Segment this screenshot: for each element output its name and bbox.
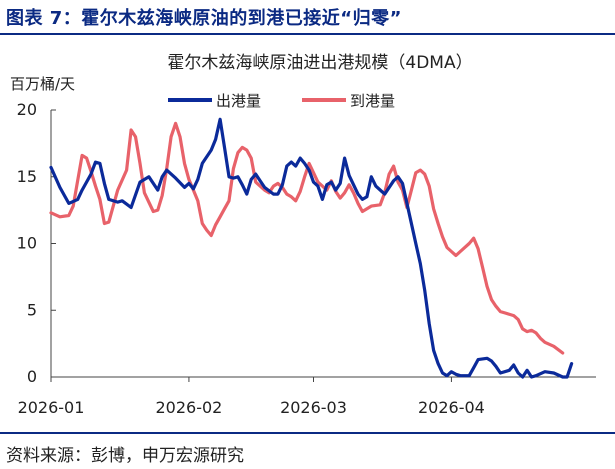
- y-tick-label: 5: [27, 300, 37, 319]
- legend-label-inbound: 到港量: [350, 92, 395, 110]
- axes: 0 5 10 15 20 2026-01 2026-02 2026-03 2026-04: [17, 100, 596, 417]
- legend-label-outbound: 出港量: [216, 92, 261, 110]
- y-tick-label: 15: [17, 167, 37, 186]
- y-tick-label: 10: [17, 234, 37, 253]
- line-chart: 霍尔木兹海峡原油进出港规模（4DMA） 百万桶/天 出港量 到港量 0 5 10 15…: [10, 53, 596, 417]
- legend: 出港量 到港量: [168, 92, 395, 110]
- chart-title: 霍尔木兹海峡原油进出港规模（4DMA）: [167, 53, 472, 73]
- x-tick-label: 2026-02: [155, 398, 222, 417]
- figure-title: 图表 7：霍尔木兹海峡原油的到港已接近“归零”: [6, 8, 402, 29]
- x-tick-label: 2026-04: [418, 398, 485, 417]
- source-rule: [0, 432, 615, 434]
- y-tick-label: 20: [17, 100, 37, 119]
- x-tick-label: 2026-01: [18, 398, 85, 417]
- y-tick-label: 0: [27, 367, 37, 386]
- series-line-outbound: [49, 117, 574, 379]
- x-tick-label: 2026-03: [280, 398, 347, 417]
- series-line-inbound: [49, 121, 565, 355]
- series-lines: [49, 117, 574, 379]
- y-axis-unit: 百万桶/天: [10, 75, 75, 93]
- source-note: 资料来源：彭博，申万宏源研究: [6, 446, 244, 466]
- title-rule: [0, 33, 615, 35]
